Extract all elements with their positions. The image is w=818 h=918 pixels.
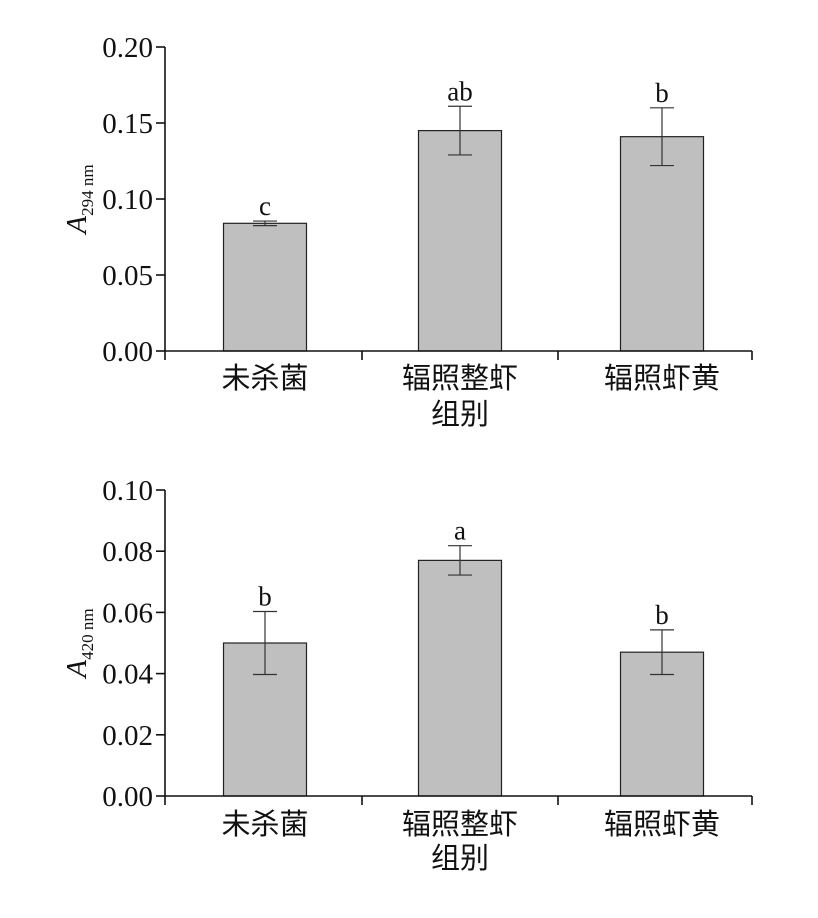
significance-label-0: c [259,191,271,221]
bar-2 [619,651,705,797]
bar-2 [619,136,705,352]
category-label-1: 辐照整虾 [402,362,518,395]
category-label-2: 辐照虾黄 [604,362,720,395]
bar-0 [222,222,308,352]
category-label-0: 未杀菌 [221,808,308,841]
y-axis-title: A420 nm [61,608,97,679]
y-tick-label-3: 0.15 [102,108,153,140]
y-tick-label-0: 0.00 [102,781,153,813]
significance-label-0: b [258,581,272,611]
y-tick-label-1: 0.02 [102,720,153,752]
category-label-2: 辐照虾黄 [604,808,720,841]
significance-label-2: b [655,78,669,108]
x-axis-title: 组别 [431,842,489,875]
x-axis-title: 组别 [431,398,489,431]
significance-label-1: a [454,516,466,546]
chart-panel-a420: b a b 0.00 0.02 0.04 0.06 0.08 0.10 未杀菌 辐照整虾 辐照虾黄组别… [61,475,753,875]
y-tick-label-5: 0.10 [102,475,153,507]
y-tick-label-1: 0.05 [102,260,153,292]
y-tick-label-3: 0.06 [102,597,153,629]
y-axis-title-subscript: 420 nm [78,608,97,659]
y-tick-label-2: 0.10 [102,184,153,216]
bar-1 [417,130,503,352]
category-label-1: 辐照整虾 [402,808,518,841]
y-axis-title-main: A [61,216,93,236]
bar-1 [417,559,503,797]
y-tick-label-0: 0.00 [102,336,153,368]
significance-label-1: ab [447,76,472,106]
y-tick-label-4: 0.08 [102,536,153,568]
category-label-0: 未杀菌 [221,362,308,395]
y-tick-label-2: 0.04 [102,659,153,691]
y-axis-title-main: A [61,660,93,680]
y-axis-title-subscript: 294 nm [78,164,97,215]
y-axis-title: A294 nm [61,164,97,235]
y-tick-label-4: 0.20 [102,32,153,64]
significance-label-2: b [655,600,669,630]
